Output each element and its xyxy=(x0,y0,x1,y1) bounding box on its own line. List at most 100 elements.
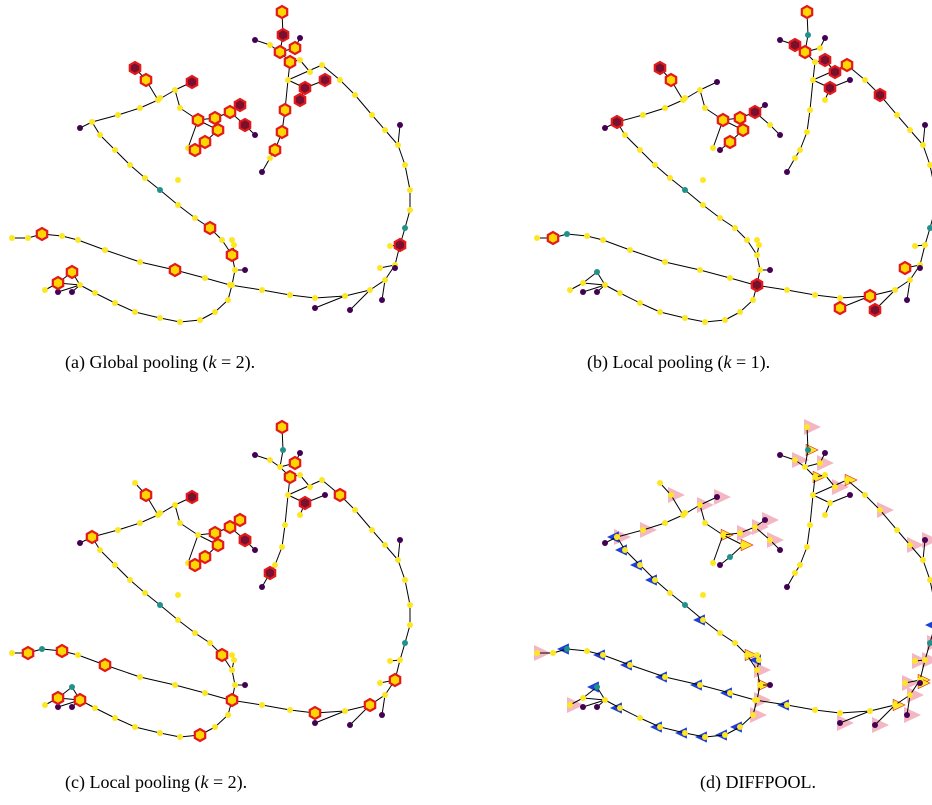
graph-node xyxy=(192,215,198,221)
graph-node xyxy=(682,187,688,193)
graph-node xyxy=(297,35,303,41)
diffpool-cluster-marker xyxy=(902,675,919,691)
edge xyxy=(806,426,809,451)
graph-node xyxy=(777,37,783,43)
edge xyxy=(371,529,386,546)
edge xyxy=(261,704,291,711)
edge xyxy=(582,282,606,286)
graph-node xyxy=(797,562,803,568)
graph-node xyxy=(927,640,932,646)
graph-node xyxy=(904,712,910,718)
graph-node xyxy=(267,457,273,463)
graph-node xyxy=(137,674,143,680)
graph-node xyxy=(682,510,688,516)
graph-node xyxy=(710,560,716,566)
nodes xyxy=(9,424,413,740)
edge xyxy=(619,707,641,719)
pooled-node-marker xyxy=(863,288,877,304)
pooled-node-marker xyxy=(736,122,750,138)
graph-node xyxy=(717,147,723,153)
edge xyxy=(371,114,386,131)
pooled-node-marker xyxy=(203,220,217,236)
graph-node xyxy=(102,247,108,253)
graph-node xyxy=(722,317,728,323)
edge xyxy=(754,526,771,541)
pooled-node-marker xyxy=(283,469,297,485)
graph-node xyxy=(822,450,828,456)
edge xyxy=(582,697,606,701)
edge xyxy=(397,559,406,581)
diffpool-cluster-marker xyxy=(737,525,754,541)
graph-node xyxy=(837,710,843,716)
graph-node xyxy=(352,507,358,513)
edge xyxy=(799,546,808,566)
graph-node xyxy=(407,622,413,628)
graph-node xyxy=(602,125,608,131)
graph-node xyxy=(627,247,633,253)
graph-node xyxy=(827,500,833,506)
pooled-node-marker xyxy=(73,692,87,708)
graph-node xyxy=(662,674,668,680)
edge xyxy=(94,292,116,304)
edge xyxy=(669,592,686,606)
graph-node xyxy=(862,77,868,83)
graph-node xyxy=(252,37,258,43)
graph-node xyxy=(862,492,868,498)
graph-node xyxy=(805,447,811,453)
graph-node xyxy=(312,305,318,311)
edge xyxy=(639,564,656,581)
edge xyxy=(139,514,159,524)
pooled-node-marker xyxy=(800,4,814,20)
edge xyxy=(719,217,736,229)
graph-node xyxy=(252,547,258,553)
graph-node xyxy=(55,704,61,710)
graph-node xyxy=(377,680,383,686)
pooled-node-marker xyxy=(35,226,49,242)
edge xyxy=(754,699,788,706)
edge xyxy=(77,239,106,251)
graph-node xyxy=(594,289,600,295)
graph-node xyxy=(259,702,265,708)
graph-node xyxy=(710,145,716,151)
edge xyxy=(909,129,924,146)
edge xyxy=(114,149,131,166)
diffpool-cluster-marker xyxy=(792,452,809,468)
graph-node xyxy=(792,570,798,576)
graph-node xyxy=(192,630,198,636)
graph-node xyxy=(892,702,898,708)
edge xyxy=(922,559,931,581)
pooled-nodes xyxy=(35,4,407,291)
graph-node xyxy=(752,524,758,530)
graph-node xyxy=(312,720,318,726)
pooled-nodes xyxy=(546,4,912,318)
graph-node xyxy=(382,277,388,283)
diffpool-cluster-marker xyxy=(925,621,932,629)
pooled-nodes xyxy=(21,419,402,743)
graph-node xyxy=(802,464,808,470)
graph-node xyxy=(622,547,628,553)
edge xyxy=(99,134,116,151)
graph-node xyxy=(584,648,590,654)
graph-node xyxy=(657,724,663,730)
graph-node xyxy=(347,722,353,728)
diffpool-cluster-marker xyxy=(832,479,849,495)
diffpool-cluster-marker xyxy=(752,519,769,535)
pooled-node-marker xyxy=(275,419,289,435)
graph-node xyxy=(727,554,733,560)
pooled-node-marker xyxy=(275,124,289,140)
pooled-node-marker xyxy=(828,64,842,80)
pooled-node-marker xyxy=(139,487,153,503)
graph-node xyxy=(395,142,401,148)
graph-node xyxy=(927,162,932,168)
edge xyxy=(99,549,116,566)
graph-node xyxy=(637,147,643,153)
edges xyxy=(537,11,932,323)
graph-node xyxy=(777,452,783,458)
edge xyxy=(179,522,199,536)
edge xyxy=(91,114,119,123)
edge xyxy=(139,676,176,686)
edge xyxy=(896,529,911,546)
edge xyxy=(129,579,146,594)
edge xyxy=(117,107,141,116)
graph-node xyxy=(395,557,401,563)
